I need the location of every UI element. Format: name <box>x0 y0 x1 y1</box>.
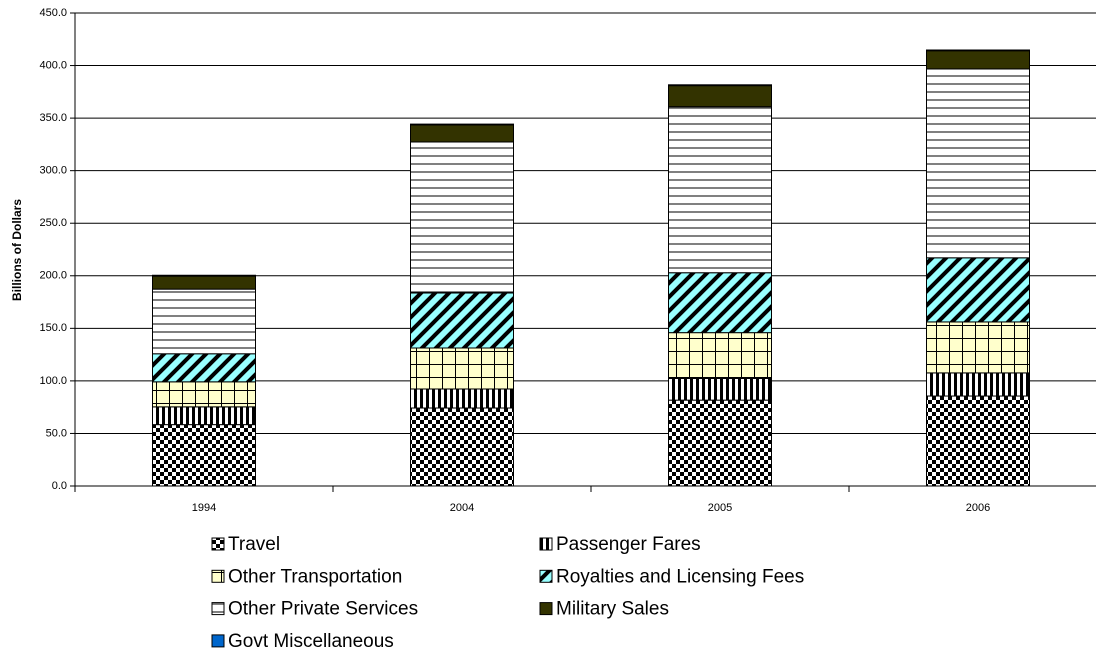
bar-segment <box>668 106 772 274</box>
bar-segment <box>410 347 514 390</box>
bar-segment <box>152 353 256 383</box>
legend-label: Other Transportation <box>228 566 402 587</box>
y-tick-label: 250.0 <box>39 217 67 229</box>
bar-segment <box>152 381 256 408</box>
legend-label: Travel <box>228 534 280 555</box>
bar-segment <box>926 395 1030 487</box>
legend-label: Passenger Fares <box>556 534 701 555</box>
bar-segment <box>926 321 1030 374</box>
bar-segment <box>926 68 1030 259</box>
bar-segment <box>152 424 256 487</box>
bar-segment <box>926 257 1030 323</box>
legend-swatch <box>211 537 225 551</box>
y-tick-label: 100.0 <box>39 375 67 387</box>
legend-swatch <box>211 634 225 648</box>
y-tick-label: 50.0 <box>46 427 67 439</box>
legend-label: Royalties and Licensing Fees <box>556 566 804 587</box>
y-tick-label: 400.0 <box>39 59 67 71</box>
legend-swatch <box>539 569 553 583</box>
bar-segment <box>668 272 772 334</box>
legend-swatch <box>539 602 553 616</box>
bar-segment <box>926 50 1030 70</box>
y-tick-label: 0.0 <box>52 480 67 492</box>
bar-segment <box>668 399 772 487</box>
y-axis-label: Billions of Dollars <box>10 199 24 301</box>
y-tick-label: 350.0 <box>39 112 67 124</box>
legend-swatch <box>211 602 225 616</box>
legend-label: Govt Miscellaneous <box>228 631 394 652</box>
bar-segment <box>410 141 514 294</box>
bar-segment <box>668 85 772 108</box>
bar-segment <box>668 332 772 379</box>
bar-segment <box>152 275 256 290</box>
bar-segment <box>668 84 772 87</box>
bar-segment <box>926 372 1030 397</box>
bar-segment <box>152 274 256 277</box>
bar-segment <box>152 406 256 426</box>
y-tick-label: 200.0 <box>39 270 67 282</box>
bar-segment <box>410 388 514 409</box>
y-tick-label: 300.0 <box>39 165 67 177</box>
legend-swatch <box>539 537 553 551</box>
legend-label: Military Sales <box>556 599 669 620</box>
x-tick-label: 1994 <box>192 502 216 514</box>
y-tick-label: 450.0 <box>39 7 67 19</box>
legend-swatch <box>211 569 225 583</box>
y-tick-label: 150.0 <box>39 322 67 334</box>
x-tick-label: 2006 <box>966 502 990 514</box>
bar-segment <box>410 123 514 126</box>
legend-label: Other Private Services <box>228 599 418 620</box>
bar-segment <box>668 377 772 401</box>
bar-segment <box>410 407 514 487</box>
bar-segment <box>410 292 514 349</box>
x-tick-label: 2005 <box>708 502 732 514</box>
bar-segment <box>926 49 1030 52</box>
bar-segment <box>410 124 514 143</box>
x-tick-label: 2004 <box>450 502 474 514</box>
bar-segment <box>152 288 256 355</box>
